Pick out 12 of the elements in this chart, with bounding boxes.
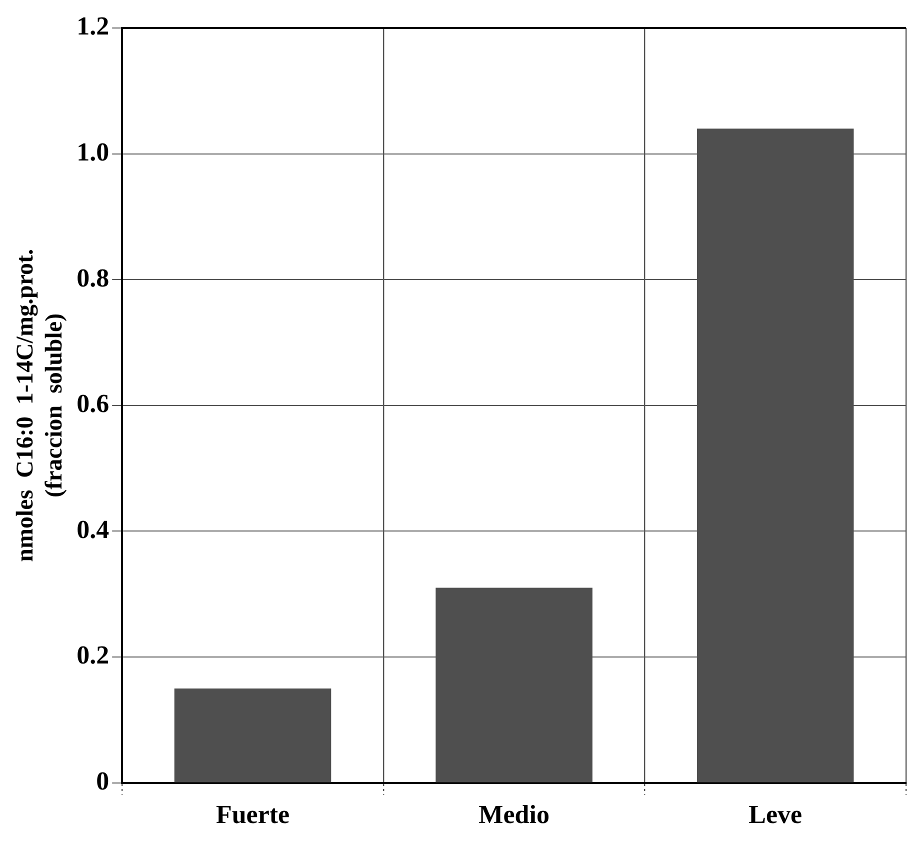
y-axis-title: nmoles C16:0 1-14C/mg.prot. (fraccion soluble) bbox=[12, 248, 68, 562]
y-tick-label: 0.6 bbox=[76, 389, 110, 418]
x-tick-label: Fuerte bbox=[216, 800, 290, 830]
y-tick-label: 0 bbox=[96, 766, 110, 796]
y-tick-label: 0.2 bbox=[76, 640, 110, 670]
bar bbox=[174, 688, 332, 782]
y-tick-label: 0.4 bbox=[76, 514, 110, 544]
y-tick-label: 1.2 bbox=[76, 12, 110, 41]
x-tick-label: Medio bbox=[478, 800, 550, 830]
x-tick-label: Leve bbox=[748, 800, 802, 830]
y-tick-label: 1.0 bbox=[76, 138, 110, 167]
y-tick-label: 0.8 bbox=[76, 263, 110, 292]
